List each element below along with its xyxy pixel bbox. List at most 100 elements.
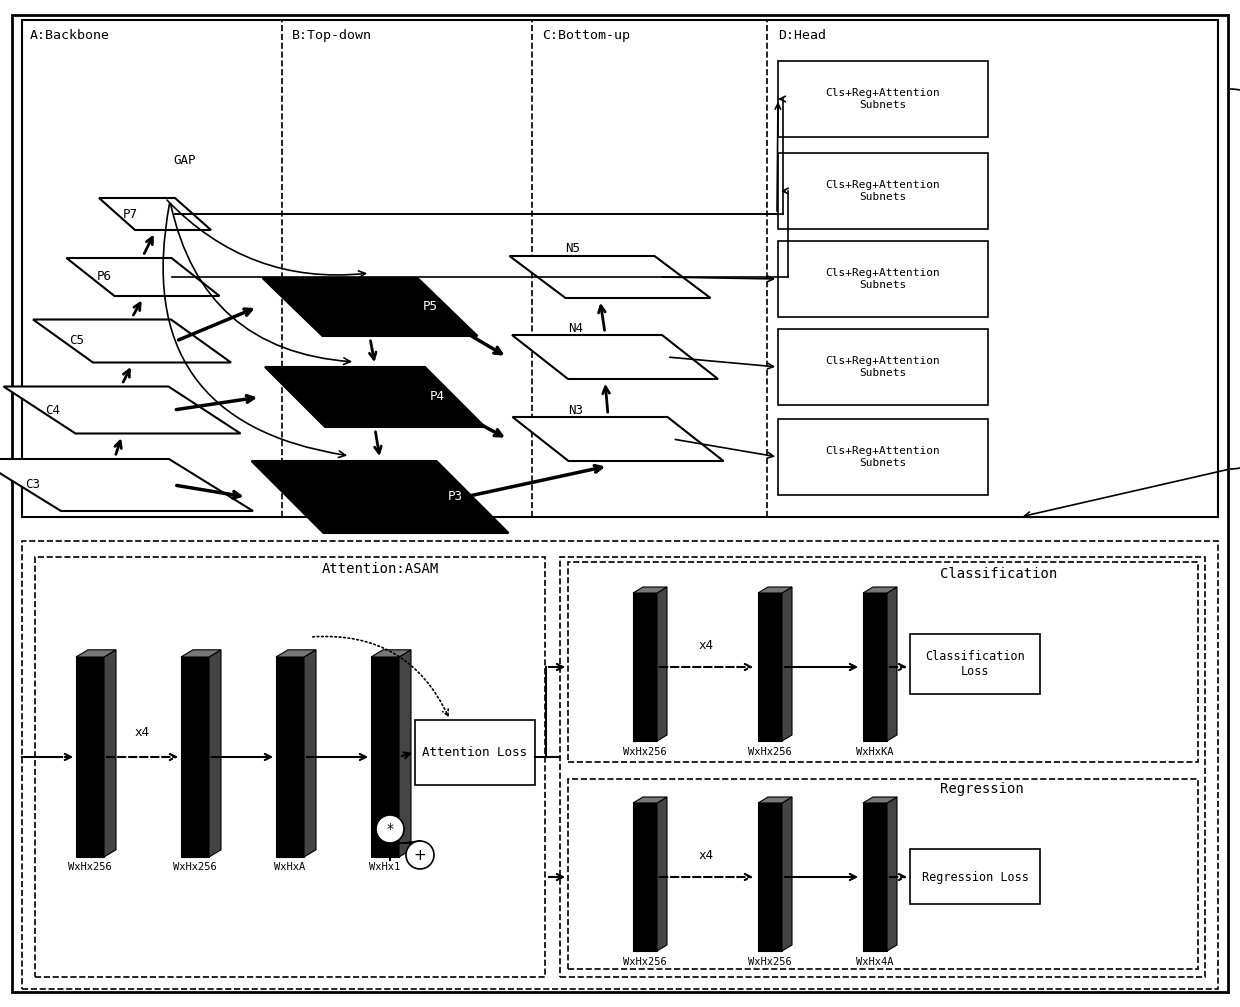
Text: +: + — [414, 848, 427, 863]
Text: Cls+Reg+Attention
Subnets: Cls+Reg+Attention Subnets — [826, 180, 940, 201]
FancyBboxPatch shape — [415, 720, 534, 785]
FancyBboxPatch shape — [568, 779, 1198, 969]
Text: WxHx256: WxHx256 — [748, 957, 792, 967]
Polygon shape — [181, 657, 210, 857]
Text: Classification: Classification — [940, 567, 1058, 581]
Circle shape — [376, 815, 404, 843]
Text: WxHx256: WxHx256 — [174, 862, 217, 872]
Text: P5: P5 — [423, 300, 438, 313]
Polygon shape — [512, 417, 723, 461]
Polygon shape — [887, 797, 897, 951]
Text: Attention Loss: Attention Loss — [423, 745, 527, 758]
Text: Cls+Reg+Attention
Subnets: Cls+Reg+Attention Subnets — [826, 268, 940, 290]
Polygon shape — [758, 593, 782, 741]
FancyBboxPatch shape — [12, 15, 1228, 992]
Text: Regression: Regression — [940, 782, 1024, 796]
Text: C4: C4 — [46, 404, 61, 417]
FancyBboxPatch shape — [777, 61, 988, 137]
Text: C5: C5 — [69, 334, 84, 347]
Polygon shape — [632, 803, 657, 951]
Polygon shape — [782, 797, 792, 951]
Polygon shape — [277, 650, 316, 657]
Polygon shape — [252, 461, 508, 533]
Polygon shape — [758, 797, 792, 803]
Polygon shape — [657, 587, 667, 741]
Polygon shape — [758, 587, 792, 593]
Text: WxHxKA: WxHxKA — [857, 747, 894, 757]
Polygon shape — [104, 650, 117, 857]
FancyBboxPatch shape — [35, 557, 546, 977]
Text: A:Backbone: A:Backbone — [30, 29, 110, 42]
Text: Cls+Reg+Attention
Subnets: Cls+Reg+Attention Subnets — [826, 89, 940, 110]
Polygon shape — [371, 657, 399, 857]
Text: C3: C3 — [25, 478, 40, 491]
Text: GAP: GAP — [174, 154, 196, 167]
Polygon shape — [512, 335, 718, 379]
FancyBboxPatch shape — [777, 329, 988, 405]
FancyBboxPatch shape — [777, 241, 988, 317]
Text: WxHx4A: WxHx4A — [857, 957, 894, 967]
FancyBboxPatch shape — [560, 557, 1205, 977]
FancyBboxPatch shape — [910, 634, 1040, 694]
Text: WxHx256: WxHx256 — [624, 747, 667, 757]
Polygon shape — [863, 593, 887, 741]
Polygon shape — [210, 650, 221, 857]
Text: P3: P3 — [448, 490, 463, 504]
Text: WxHxA: WxHxA — [274, 862, 305, 872]
Text: Cls+Reg+Attention
Subnets: Cls+Reg+Attention Subnets — [826, 356, 940, 378]
FancyBboxPatch shape — [22, 541, 1218, 989]
Polygon shape — [277, 657, 304, 857]
Polygon shape — [4, 387, 241, 433]
Polygon shape — [863, 803, 887, 951]
Polygon shape — [76, 657, 104, 857]
Text: P7: P7 — [123, 207, 138, 221]
Polygon shape — [304, 650, 316, 857]
FancyBboxPatch shape — [910, 849, 1040, 904]
Text: WxHx256: WxHx256 — [624, 957, 667, 967]
Polygon shape — [371, 650, 410, 657]
Polygon shape — [863, 797, 897, 803]
Polygon shape — [263, 278, 477, 336]
Text: WxHx256: WxHx256 — [748, 747, 792, 757]
Text: Classification
Loss: Classification Loss — [925, 650, 1025, 678]
Polygon shape — [632, 797, 667, 803]
Text: Regression Loss: Regression Loss — [921, 870, 1028, 883]
Text: N4: N4 — [568, 322, 583, 335]
Polygon shape — [887, 587, 897, 741]
Polygon shape — [0, 459, 253, 511]
Polygon shape — [181, 650, 221, 657]
Text: WxHx1: WxHx1 — [370, 862, 401, 872]
Polygon shape — [782, 587, 792, 741]
Polygon shape — [758, 803, 782, 951]
Polygon shape — [67, 258, 219, 296]
Polygon shape — [33, 319, 231, 363]
Text: N5: N5 — [565, 242, 580, 255]
FancyBboxPatch shape — [568, 562, 1198, 762]
Text: P4: P4 — [430, 391, 445, 404]
Polygon shape — [399, 650, 410, 857]
FancyBboxPatch shape — [777, 153, 988, 229]
Text: Cls+Reg+Attention
Subnets: Cls+Reg+Attention Subnets — [826, 446, 940, 468]
Polygon shape — [657, 797, 667, 951]
Text: D:Head: D:Head — [777, 29, 826, 42]
Polygon shape — [76, 650, 117, 657]
Circle shape — [405, 841, 434, 869]
Text: C:Bottom-up: C:Bottom-up — [542, 29, 630, 42]
FancyBboxPatch shape — [777, 419, 988, 495]
Text: P6: P6 — [97, 271, 112, 284]
Text: x4: x4 — [134, 726, 150, 739]
Polygon shape — [510, 256, 711, 298]
FancyBboxPatch shape — [22, 20, 1218, 517]
Polygon shape — [863, 587, 897, 593]
Polygon shape — [265, 367, 485, 427]
Text: B:Top-down: B:Top-down — [291, 29, 372, 42]
Text: x4: x4 — [698, 639, 713, 652]
Text: N3: N3 — [568, 404, 584, 417]
Polygon shape — [632, 593, 657, 741]
Text: *: * — [387, 822, 393, 836]
Text: Attention:ASAM: Attention:ASAM — [321, 562, 439, 576]
Text: x4: x4 — [698, 849, 713, 862]
Polygon shape — [99, 198, 211, 230]
Text: WxHx256: WxHx256 — [68, 862, 112, 872]
Polygon shape — [632, 587, 667, 593]
